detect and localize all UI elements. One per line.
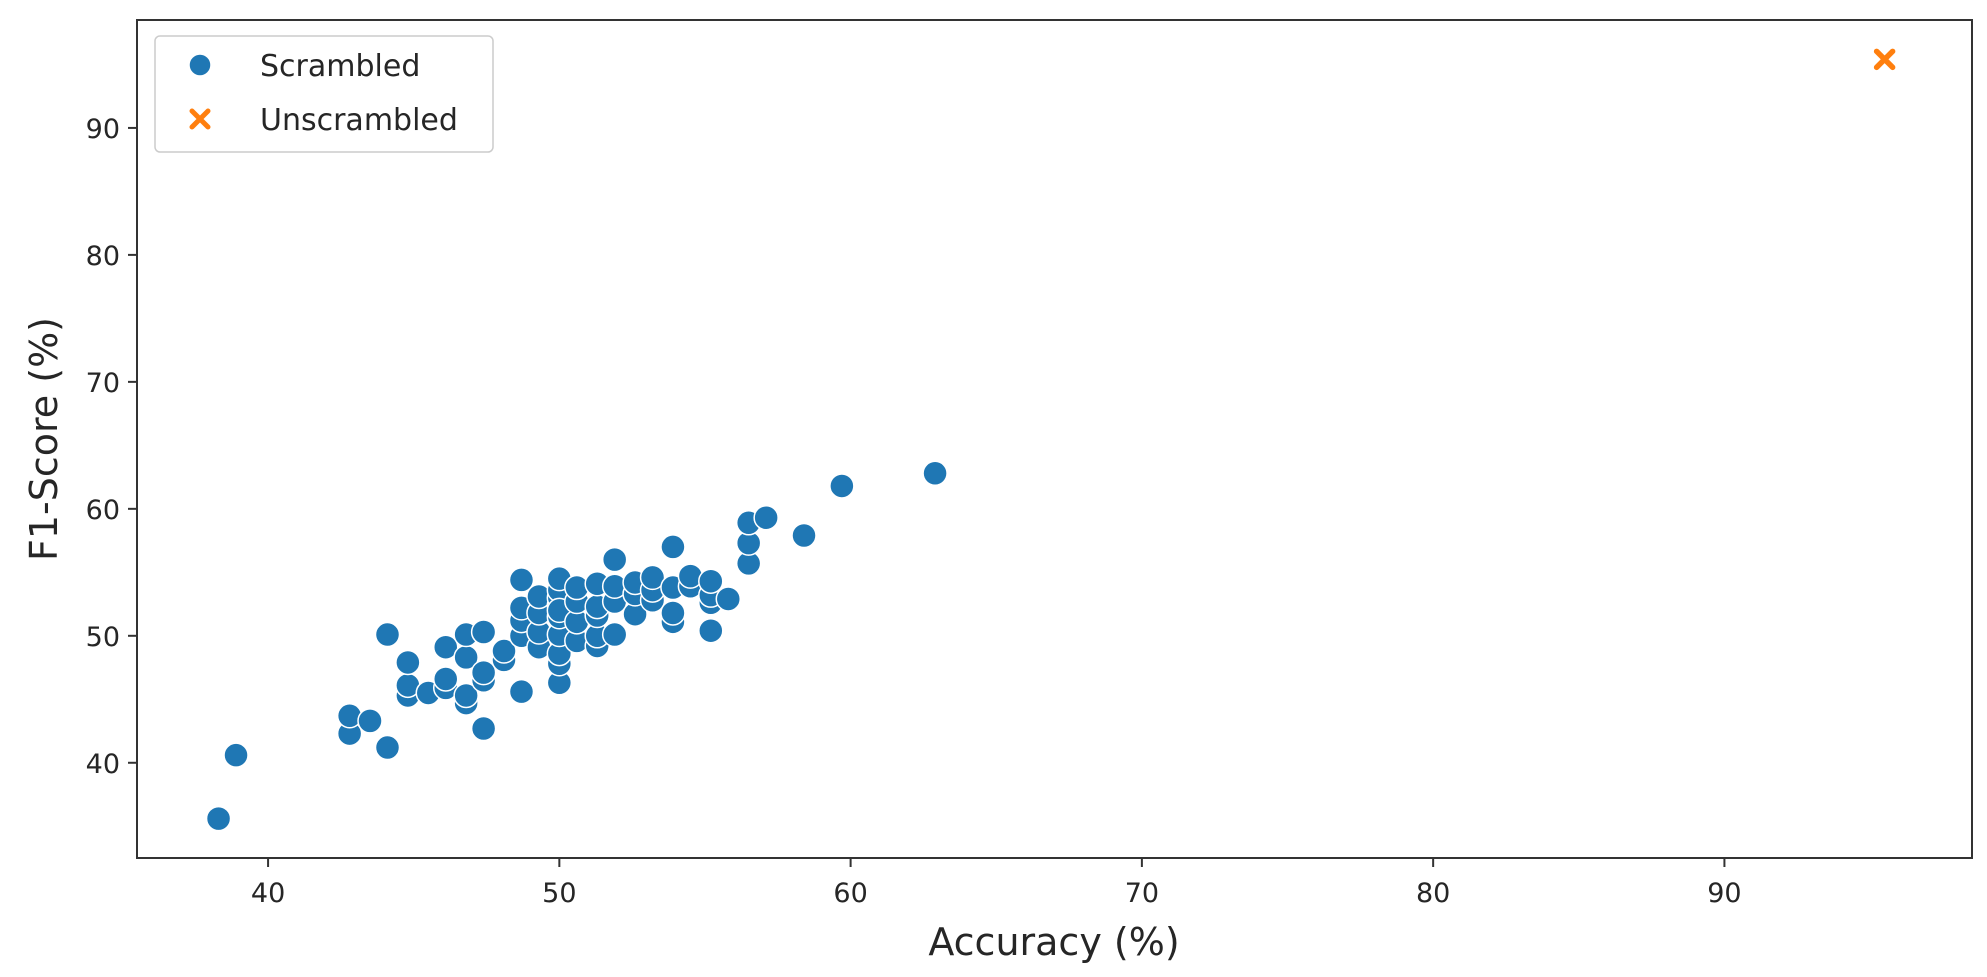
- legend: Scrambled Unscrambled: [154, 35, 494, 153]
- scrambled-point: [508, 678, 535, 705]
- scrambled-point: [432, 634, 459, 660]
- scrambled-point: [395, 649, 421, 676]
- unscrambled-point: [1873, 48, 1896, 71]
- y-tick-label: 90: [86, 114, 120, 145]
- scrambled-point: [791, 522, 817, 549]
- scrambled-point: [205, 805, 232, 832]
- y-axis-label: F1-Score (%): [22, 317, 66, 561]
- legend-marker-scrambled: [188, 53, 212, 77]
- x-tick-label: 80: [1416, 878, 1450, 909]
- scrambled-point: [639, 564, 666, 591]
- scrambled-point: [453, 682, 479, 709]
- scrambled-point: [470, 659, 497, 686]
- scrambled-point: [470, 715, 497, 742]
- y-tick-label: 70: [86, 368, 120, 399]
- scrambled-point: [491, 638, 517, 664]
- x-tick-label: 50: [542, 878, 576, 909]
- x-tick-label: 70: [1125, 878, 1159, 909]
- scrambled-point: [374, 621, 401, 648]
- scrambled-point: [698, 617, 724, 644]
- y-tick-label: 50: [86, 622, 120, 653]
- scrambled-point: [601, 546, 628, 573]
- scrambled-point: [601, 621, 628, 648]
- scrambled-point: [922, 460, 948, 487]
- scrambled-point: [829, 473, 855, 499]
- legend-label-unscrambled: Unscrambled: [260, 103, 458, 138]
- scrambled-point: [660, 600, 686, 626]
- x-axis-label: Accuracy (%): [928, 920, 1179, 964]
- legend-box: [154, 35, 494, 153]
- y-tick-label: 80: [86, 241, 120, 272]
- legend-label-scrambled: Scrambled: [260, 49, 420, 84]
- scrambled-point: [223, 742, 249, 768]
- x-tick-label: 90: [1707, 878, 1741, 909]
- y-tick-label: 40: [86, 749, 120, 780]
- y-tick-label: 60: [86, 495, 120, 526]
- scrambled-point: [374, 734, 401, 761]
- scrambled-point: [357, 708, 383, 734]
- scrambled-point: [432, 666, 459, 692]
- x-tick-label: 40: [251, 878, 285, 909]
- scrambled-point: [508, 567, 535, 593]
- scrambled-point: [698, 568, 724, 594]
- scrambled-point: [753, 504, 779, 531]
- legend-marker-unscrambled: [189, 108, 211, 130]
- axis-ticks: 40 50 60 70 80 90 40 50 60 70 80 90: [86, 114, 1742, 909]
- data-marks: [205, 48, 1896, 832]
- scrambled-point: [715, 586, 742, 612]
- scrambled-point: [660, 534, 686, 560]
- scrambled-point: [470, 619, 497, 645]
- plot-frame: [136, 19, 1973, 859]
- x-tick-label: 60: [833, 878, 867, 909]
